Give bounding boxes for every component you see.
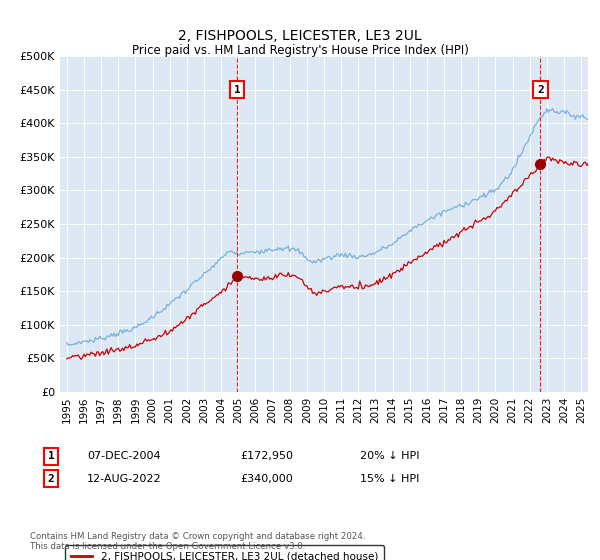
Text: 2: 2 <box>47 474 55 484</box>
Text: 1: 1 <box>233 85 240 95</box>
Text: Price paid vs. HM Land Registry's House Price Index (HPI): Price paid vs. HM Land Registry's House … <box>131 44 469 57</box>
Text: Contains HM Land Registry data © Crown copyright and database right 2024.
This d: Contains HM Land Registry data © Crown c… <box>30 532 365 552</box>
Text: 2: 2 <box>537 85 544 95</box>
Legend: 2, FISHPOOLS, LEICESTER, LE3 2UL (detached house), HPI: Average price, detached : 2, FISHPOOLS, LEICESTER, LE3 2UL (detach… <box>65 545 384 560</box>
Text: 12-AUG-2022: 12-AUG-2022 <box>87 474 161 484</box>
Text: 1: 1 <box>47 451 55 461</box>
Text: £340,000: £340,000 <box>240 474 293 484</box>
Text: 2, FISHPOOLS, LEICESTER, LE3 2UL: 2, FISHPOOLS, LEICESTER, LE3 2UL <box>178 29 422 44</box>
Text: £172,950: £172,950 <box>240 451 293 461</box>
Text: 15% ↓ HPI: 15% ↓ HPI <box>360 474 419 484</box>
Text: 07-DEC-2004: 07-DEC-2004 <box>87 451 161 461</box>
Text: 20% ↓ HPI: 20% ↓ HPI <box>360 451 419 461</box>
